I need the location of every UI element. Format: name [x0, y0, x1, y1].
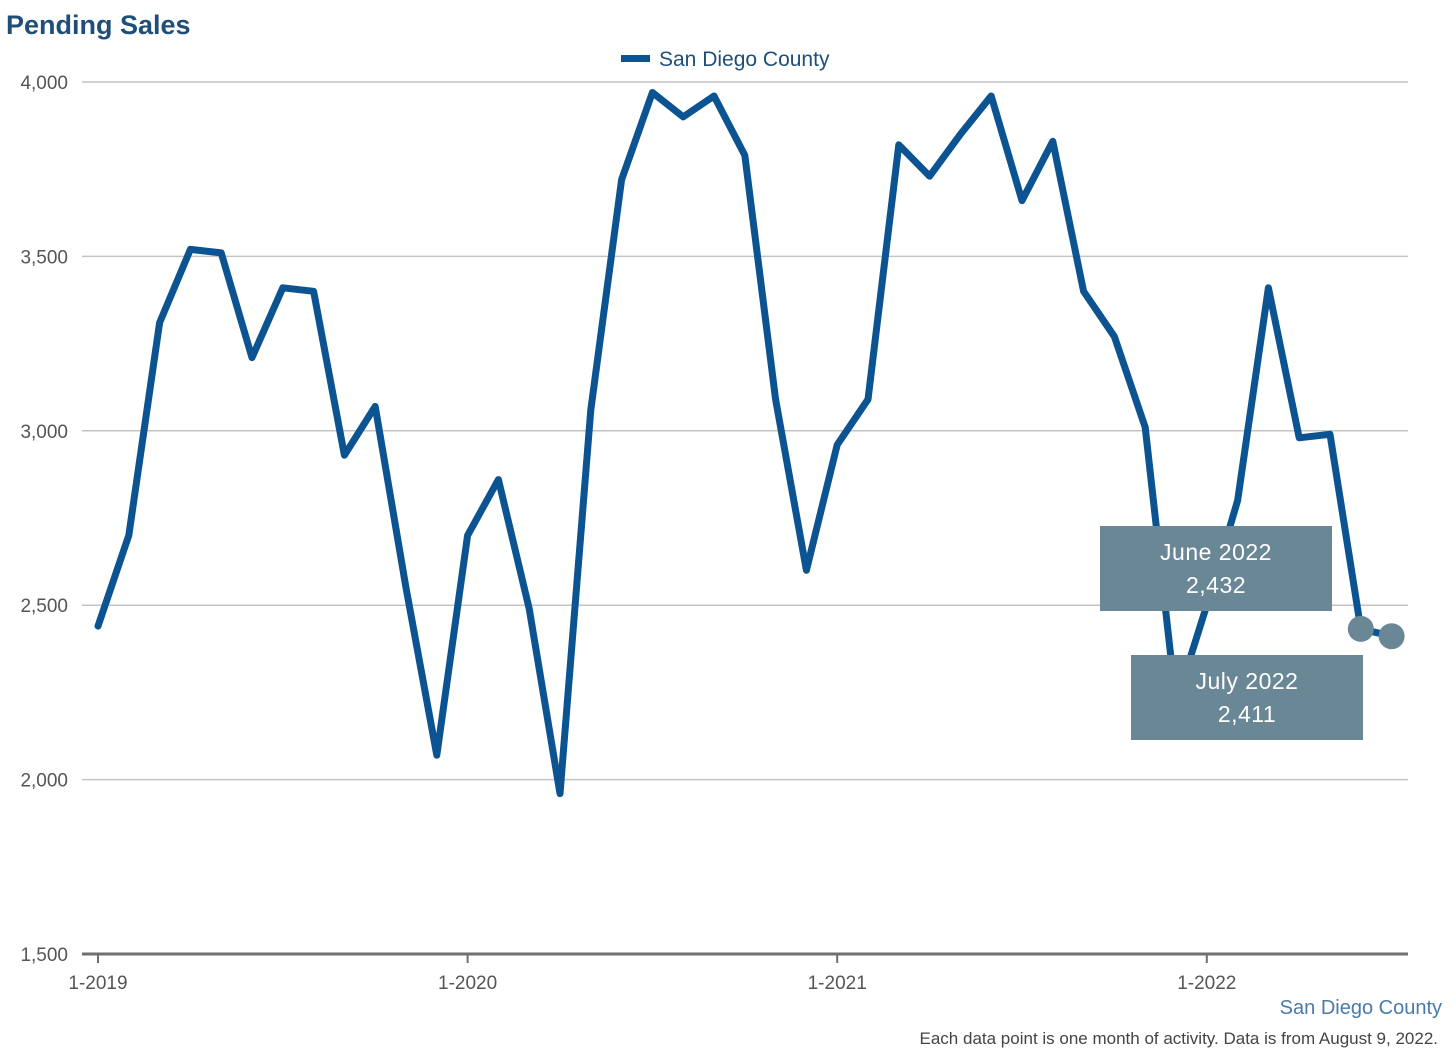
x-tick-label: 1-2019: [68, 973, 127, 994]
y-tick-label: 3,500: [20, 247, 68, 268]
chart-title: Pending Sales: [6, 10, 191, 40]
y-tick-label: 2,000: [20, 771, 68, 792]
footer-note: Each data point is one month of activity…: [920, 1029, 1438, 1048]
x-axis: 1-2019 1-2020 1-2021 1-2022: [68, 952, 1408, 994]
y-tick-label: 1,500: [20, 945, 68, 966]
callout-value: 2,432: [1186, 572, 1246, 598]
callout-label: July 2022: [1196, 668, 1299, 694]
callouts: June 2022 2,432 July 2022 2,411: [1100, 526, 1363, 740]
x-tick-label: 1-2021: [808, 973, 867, 994]
highlight-marker: [1378, 623, 1405, 650]
callout-value: 2,411: [1218, 701, 1276, 727]
callout-box: [1100, 526, 1332, 611]
y-axis: 1,500 2,000 2,500 3,000 3,500 4,000: [20, 73, 68, 966]
legend-label: San Diego County: [659, 48, 830, 71]
legend: San Diego County: [621, 48, 830, 71]
callout-box: [1131, 655, 1363, 740]
y-tick-label: 2,500: [20, 596, 68, 617]
callout-label: June 2022: [1160, 539, 1272, 565]
highlight-marker: [1347, 615, 1374, 642]
x-tick-label: 1-2022: [1177, 973, 1236, 994]
markers-layer: [1347, 615, 1405, 650]
y-tick-label: 3,000: [20, 422, 68, 443]
x-tick-label: 1-2020: [438, 973, 497, 994]
legend-swatch: [621, 55, 650, 62]
y-tick-label: 4,000: [20, 73, 68, 94]
footer-series-label: San Diego County: [1280, 997, 1442, 1019]
